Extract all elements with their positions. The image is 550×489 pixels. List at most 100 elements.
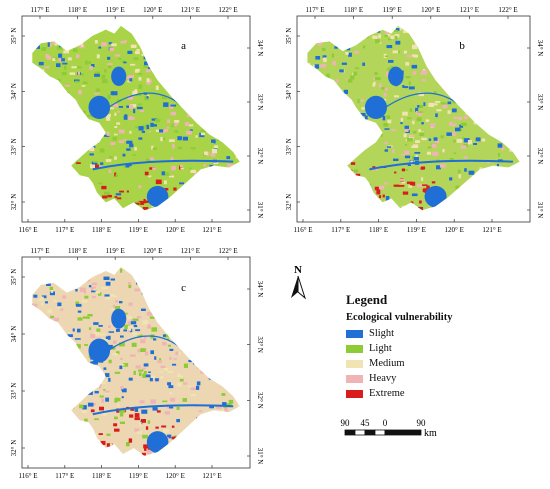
raster-cell <box>382 194 385 198</box>
raster-cell <box>121 389 126 391</box>
raster-cell <box>177 146 183 150</box>
raster-cell <box>390 35 395 40</box>
raster-cell <box>393 35 398 40</box>
raster-cell <box>138 369 144 372</box>
raster-cell <box>77 71 81 75</box>
raster-cell <box>85 60 89 65</box>
raster-cell <box>442 149 445 153</box>
raster-cell <box>123 139 127 141</box>
raster-cell <box>105 336 111 339</box>
raster-cell <box>118 140 124 144</box>
raster-cell <box>119 409 125 413</box>
raster-cell <box>106 114 111 117</box>
raster-cell <box>422 184 428 186</box>
raster-cell <box>314 64 319 69</box>
raster-cell <box>124 114 128 116</box>
raster-cell <box>79 45 85 49</box>
raster-cell <box>163 428 169 433</box>
raster-cell <box>104 191 110 195</box>
raster-cell <box>121 396 124 399</box>
north-label: N <box>294 264 302 276</box>
raster-cell <box>447 110 451 114</box>
raster-cell <box>112 353 118 356</box>
raster-cell <box>33 294 38 298</box>
raster-cell <box>421 166 426 169</box>
tick-label-bottom: 121° E <box>202 226 221 234</box>
raster-cell <box>151 375 155 378</box>
raster-cell <box>394 171 397 174</box>
raster-cell <box>383 122 389 127</box>
raster-cell <box>116 122 121 125</box>
raster-cell <box>392 149 395 154</box>
raster-cell <box>412 54 415 57</box>
raster-cell <box>82 316 89 319</box>
raster-cell <box>331 53 334 58</box>
raster-cell <box>378 185 385 190</box>
raster-cell <box>390 66 394 68</box>
raster-cell <box>105 373 110 378</box>
raster-cell <box>126 141 129 144</box>
raster-cell <box>114 126 118 128</box>
raster-cell <box>432 151 439 156</box>
raster-cell <box>105 296 111 300</box>
raster-cell <box>407 117 412 120</box>
raster-cell <box>200 130 205 136</box>
raster-cell <box>77 328 81 333</box>
raster-cell <box>128 116 132 120</box>
raster-cell <box>179 182 185 185</box>
raster-cell <box>99 384 102 389</box>
raster-cell <box>115 193 122 196</box>
raster-cell <box>144 61 150 66</box>
raster-cell <box>103 276 110 280</box>
river-huai <box>105 92 180 110</box>
raster-cell <box>87 316 90 319</box>
raster-cell <box>170 104 176 107</box>
raster-cell <box>403 133 407 138</box>
legend-item-heavy: Heavy <box>346 371 546 386</box>
raster-cell <box>150 350 154 355</box>
raster-cell <box>68 332 71 336</box>
raster-cell <box>455 185 460 190</box>
raster-cell <box>87 114 93 117</box>
raster-cell <box>346 78 350 81</box>
raster-cell <box>196 381 201 386</box>
raster-cell <box>360 99 364 102</box>
raster-cell <box>412 131 417 134</box>
raster-cell <box>91 282 98 286</box>
raster-cell <box>127 321 130 325</box>
raster-cell <box>138 126 144 131</box>
raster-cell <box>386 45 393 49</box>
raster-cell <box>107 56 111 60</box>
raster-cell <box>496 163 499 168</box>
raster-cell <box>62 62 68 65</box>
raster-cell <box>405 144 408 146</box>
raster-cell <box>108 156 113 159</box>
raster-cell <box>406 181 413 184</box>
raster-cell <box>464 168 467 172</box>
raster-cell <box>221 393 226 396</box>
tick-label-top: 121° E <box>181 6 200 14</box>
raster-cell <box>98 433 103 435</box>
raster-cell <box>168 406 174 409</box>
raster-cell <box>49 291 55 296</box>
raster-cell <box>71 66 77 69</box>
raster-cell <box>148 175 152 178</box>
raster-cell <box>173 358 177 360</box>
raster-cell <box>366 36 369 39</box>
legend-label-extreme: Extreme <box>369 388 405 399</box>
raster-cell <box>52 40 55 45</box>
raster-cell <box>378 34 381 39</box>
raster-cell <box>138 77 142 81</box>
raster-cell <box>452 132 456 136</box>
raster-cell <box>64 84 71 87</box>
raster-cell <box>362 45 366 49</box>
raster-cell <box>426 151 431 155</box>
raster-cell <box>332 61 336 66</box>
raster-cell <box>130 63 136 66</box>
tick-label-left: 34° N <box>285 83 293 100</box>
panel-label: a <box>181 40 186 52</box>
raster-cell <box>89 153 94 156</box>
raster-cell <box>417 111 423 113</box>
raster-cell <box>142 373 146 378</box>
raster-cell <box>119 190 124 193</box>
